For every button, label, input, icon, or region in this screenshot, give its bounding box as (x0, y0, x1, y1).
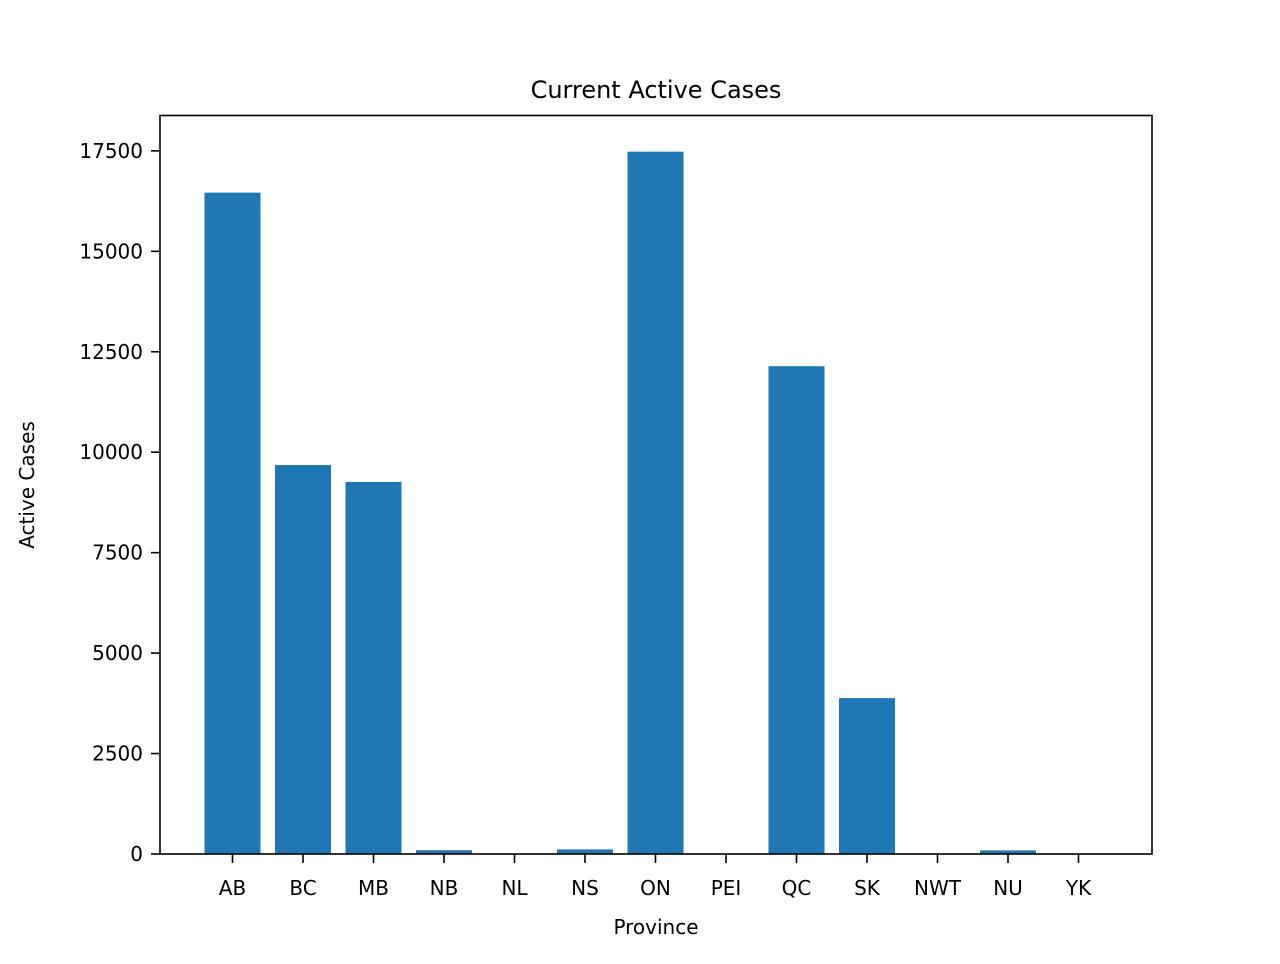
y-tick-label: 0 (130, 842, 143, 866)
y-tick-label: 12500 (79, 340, 143, 364)
y-axis-label: Active Cases (15, 421, 39, 549)
x-axis-label: Province (613, 915, 698, 939)
x-tick-label: AB (219, 876, 246, 900)
y-tick-label: 7500 (92, 541, 143, 565)
bar-sk (839, 698, 895, 854)
y-tick-label: 10000 (79, 440, 143, 464)
x-tick-label: NL (501, 876, 528, 900)
bar-bc (275, 465, 331, 854)
chart-title: Current Active Cases (531, 76, 782, 104)
bar-mb (346, 482, 402, 854)
x-tick-label: MB (358, 876, 389, 900)
y-tick-label: 15000 (79, 239, 143, 263)
x-tick-label: BC (289, 876, 316, 900)
x-tick-label: NB (430, 876, 459, 900)
x-tick-label: ON (640, 876, 671, 900)
x-tick-label: QC (782, 876, 812, 900)
bar-qc (769, 366, 825, 854)
y-tick-label: 2500 (92, 742, 143, 766)
x-tick-label: SK (854, 876, 881, 900)
x-tick-label: PEI (711, 876, 742, 900)
y-tick-label: 17500 (79, 139, 143, 163)
y-tick-label: 5000 (92, 641, 143, 665)
x-tick-label: YK (1065, 876, 1092, 900)
bar-on (628, 152, 684, 854)
x-tick-label: NWT (914, 876, 962, 900)
x-tick-label: NU (993, 876, 1023, 900)
x-tick-label: NS (571, 876, 599, 900)
bar-ab (205, 193, 261, 854)
